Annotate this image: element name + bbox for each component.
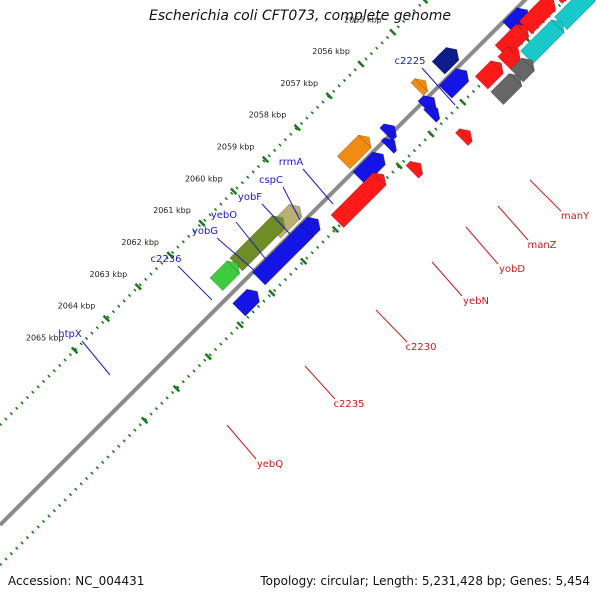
gene-leader-line — [302, 168, 334, 205]
gene-block-head — [445, 46, 460, 62]
scale-tick — [357, 60, 365, 68]
gene-leader-line — [465, 226, 499, 265]
gene-leader-line — [81, 340, 111, 376]
scale-tick — [422, 0, 429, 5]
scale-tick-inner — [395, 162, 403, 170]
gene-leader-line — [177, 265, 213, 301]
scale-tick-label: 2059 kbp — [217, 143, 255, 152]
gene-block-head — [383, 123, 398, 138]
scale-tick — [293, 123, 302, 132]
gene-block-head — [414, 77, 429, 93]
scale-tick-label: 2065 kbp — [26, 333, 64, 342]
gene-label-manz: manZ — [527, 240, 556, 251]
scale-tick-label: 2062 kbp — [121, 238, 159, 247]
gene-block-head — [245, 288, 260, 303]
gene-leader-line — [497, 205, 529, 241]
gene-label-yebo: yebO — [211, 210, 237, 221]
scale-tick-inner — [172, 384, 181, 393]
scale-tick-inner — [331, 225, 340, 234]
scale-tick-inner — [459, 98, 467, 106]
scale-tick-label: 2058 kbp — [249, 111, 287, 120]
scale-tick — [325, 92, 333, 100]
map-title: Escherichia coli CFT073, complete genome — [149, 8, 451, 24]
gene-block-head — [299, 223, 314, 238]
scale-tick-label: 2056 kbp — [312, 47, 350, 56]
gene-label-cspc: cspC — [259, 175, 283, 186]
scale-tick — [261, 155, 270, 164]
gene-block-head — [409, 160, 424, 175]
scale-tick — [70, 346, 79, 355]
gene-label-yebn: yebN — [463, 296, 489, 307]
gene-leader-line — [421, 67, 456, 106]
scale-tick-inner — [268, 289, 276, 297]
summary-text: Topology: circular; Length: 5,231,428 bp… — [260, 574, 590, 588]
gene-label-yebq: yebQ — [257, 459, 283, 470]
gene-block-head — [371, 151, 386, 166]
gene-block-head — [593, 0, 596, 3]
gene-label-yobg: yobG — [192, 226, 218, 237]
scale-tick-label: 2060 kbp — [185, 174, 223, 183]
scale-tick — [229, 187, 238, 195]
gene-leader-line — [431, 261, 463, 297]
scale-tick-inner — [236, 321, 244, 329]
gene-label-c2236: c2236 — [151, 254, 182, 265]
gene-block — [558, 0, 567, 4]
gene-label-many: manY — [561, 211, 590, 222]
scale-tick-label: 2057 kbp — [280, 79, 318, 88]
gene-block-head — [458, 128, 473, 143]
gene-block-head — [383, 137, 398, 152]
gene-leader-line — [235, 221, 269, 263]
gene-label-c2230: c2230 — [406, 342, 437, 353]
gene-block-head — [422, 94, 437, 110]
gene-block-head — [506, 46, 521, 61]
scale-tick — [166, 251, 174, 259]
gene-block-head — [426, 105, 441, 120]
gene-block-head — [508, 73, 523, 88]
gene-label-rrma: rrmA — [279, 157, 304, 168]
scale-tick-label: 2064 kbp — [58, 302, 96, 311]
gene-leader-line — [529, 179, 562, 212]
gene-block-head — [515, 23, 530, 38]
gene-leader-line — [261, 203, 291, 235]
scale-tick-label: 2061 kbp — [153, 206, 191, 215]
accession-text: Accession: NC_004431 — [8, 574, 145, 588]
scale-tick-inner — [427, 130, 435, 138]
gene-block-head — [226, 260, 241, 275]
scale-tick — [389, 28, 397, 36]
gene-label-yobd: yobD — [499, 264, 525, 275]
gene-block-head — [520, 57, 536, 72]
scale-tick-label: 2063 kbp — [89, 270, 127, 279]
gene-block-head — [489, 60, 504, 75]
gene-label-c2235: c2235 — [334, 399, 365, 410]
scale-tick-inner — [204, 353, 212, 361]
gene-block-head — [455, 68, 470, 83]
gene-block-head — [545, 0, 557, 11]
scale-tick — [134, 283, 142, 291]
scale-tick-inner — [299, 257, 308, 265]
gene-block-head — [372, 172, 387, 187]
gene-label-htpx: htpX — [58, 329, 82, 340]
gene-leader-line — [375, 309, 408, 343]
gene-block-head — [306, 216, 321, 231]
gene-leader-line — [304, 365, 336, 400]
gene-block — [330, 172, 387, 229]
scale-tick — [102, 314, 111, 323]
feature-layer — [209, 0, 596, 317]
scale-tick — [198, 219, 206, 227]
gene-leader-line — [216, 237, 256, 272]
gene-block-head — [550, 19, 565, 34]
gene-block-head — [357, 134, 372, 149]
scale-tick-inner — [140, 416, 149, 425]
gene-leader-line — [282, 186, 301, 221]
gene-label-yobf: yobF — [238, 192, 262, 203]
scale-tick-label: 2055 kbp — [344, 15, 382, 24]
gene-label-c2225: c2225 — [395, 56, 426, 67]
gene-leader-line — [226, 424, 257, 460]
